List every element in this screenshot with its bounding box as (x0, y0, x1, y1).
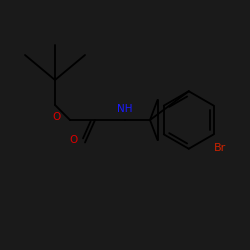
Text: NH: NH (117, 104, 133, 114)
Text: Br: Br (214, 143, 226, 153)
Text: O: O (52, 112, 60, 122)
Text: O: O (70, 135, 78, 145)
